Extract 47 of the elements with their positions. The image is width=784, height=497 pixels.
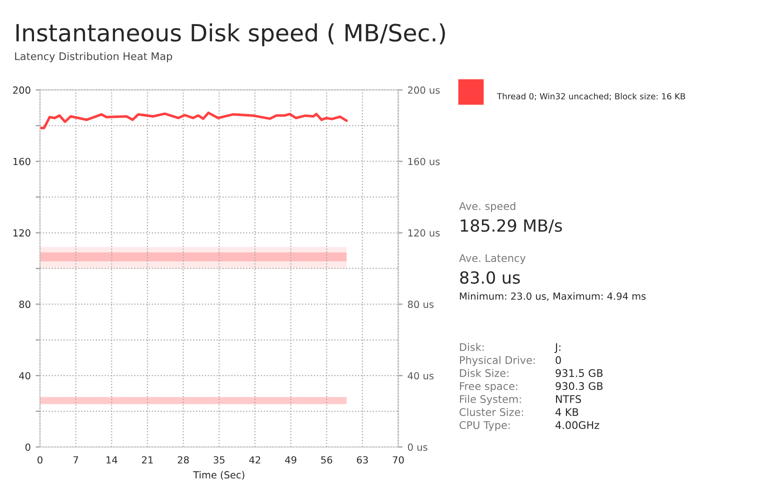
text: 4 KB <box>556 408 578 416</box>
x-tick-label: 14 <box>106 456 118 464</box>
y-tick-label: 80 <box>19 300 30 308</box>
x-tick-label: 35 <box>214 456 224 464</box>
x-tick-label: 0 <box>38 456 42 464</box>
y-tick-label: 160 <box>13 158 30 166</box>
y2-tick-label: 120 us <box>408 229 440 237</box>
x-tick-label: 70 <box>392 456 404 464</box>
y-tick-label: 120 <box>13 229 30 237</box>
x-tick-label: 21 <box>142 456 153 464</box>
text: Disk Size: <box>460 368 508 378</box>
text: 83.0 us <box>460 271 520 284</box>
text: Free space: <box>460 382 518 392</box>
text: Ave. Latency <box>459 254 526 264</box>
x-tick-label: 28 <box>178 456 189 464</box>
x-tick-label: 7 <box>74 456 78 464</box>
text: Cluster Size: <box>460 408 523 416</box>
x-tick-label: 56 <box>321 456 332 464</box>
text: 185.29 MB/s <box>460 219 562 234</box>
y-tick-label: 40 <box>19 372 30 380</box>
y-tick-label: 200 <box>13 86 30 94</box>
x-tick-label: 49 <box>285 456 296 464</box>
y2-tick-label: 80 us <box>408 300 434 308</box>
text: 931.5 GB <box>556 369 603 378</box>
text: File System: <box>460 394 521 406</box>
text: Disk: <box>460 342 484 352</box>
text: 4.00GHz <box>556 421 600 430</box>
text: Minimum: 23.0 us, Maximum: 4.94 ms <box>460 292 646 301</box>
y2-tick-label: 0 us <box>408 443 428 451</box>
text: Ave. speed <box>459 202 516 212</box>
y-tick-label: 0 <box>25 443 30 451</box>
y2-tick-label: 160 us <box>408 158 440 166</box>
text: J: <box>554 343 560 353</box>
x-tick-label: 63 <box>356 456 368 464</box>
x-tick-label: 42 <box>249 456 260 464</box>
x-axis-title: Time (Sec) <box>193 470 244 480</box>
chart-subtitle: Latency Distribution Heat Map <box>15 52 172 62</box>
chart-title: Instantaneous Disk speed ( MB/Sec.) <box>16 23 445 46</box>
text: Thread 0; Win32 uncached; Block size: 16 KB <box>496 92 686 100</box>
text: CPU Type: <box>460 421 510 432</box>
text: 930.3 GB <box>556 382 603 390</box>
line-series <box>40 112 348 130</box>
text: Physical Drive: <box>460 356 535 366</box>
y2-tick-label: 200 us <box>408 86 440 94</box>
text: NTFS <box>556 395 581 404</box>
y2-tick-label: 40 us <box>408 372 434 380</box>
text: 0 <box>556 356 561 364</box>
